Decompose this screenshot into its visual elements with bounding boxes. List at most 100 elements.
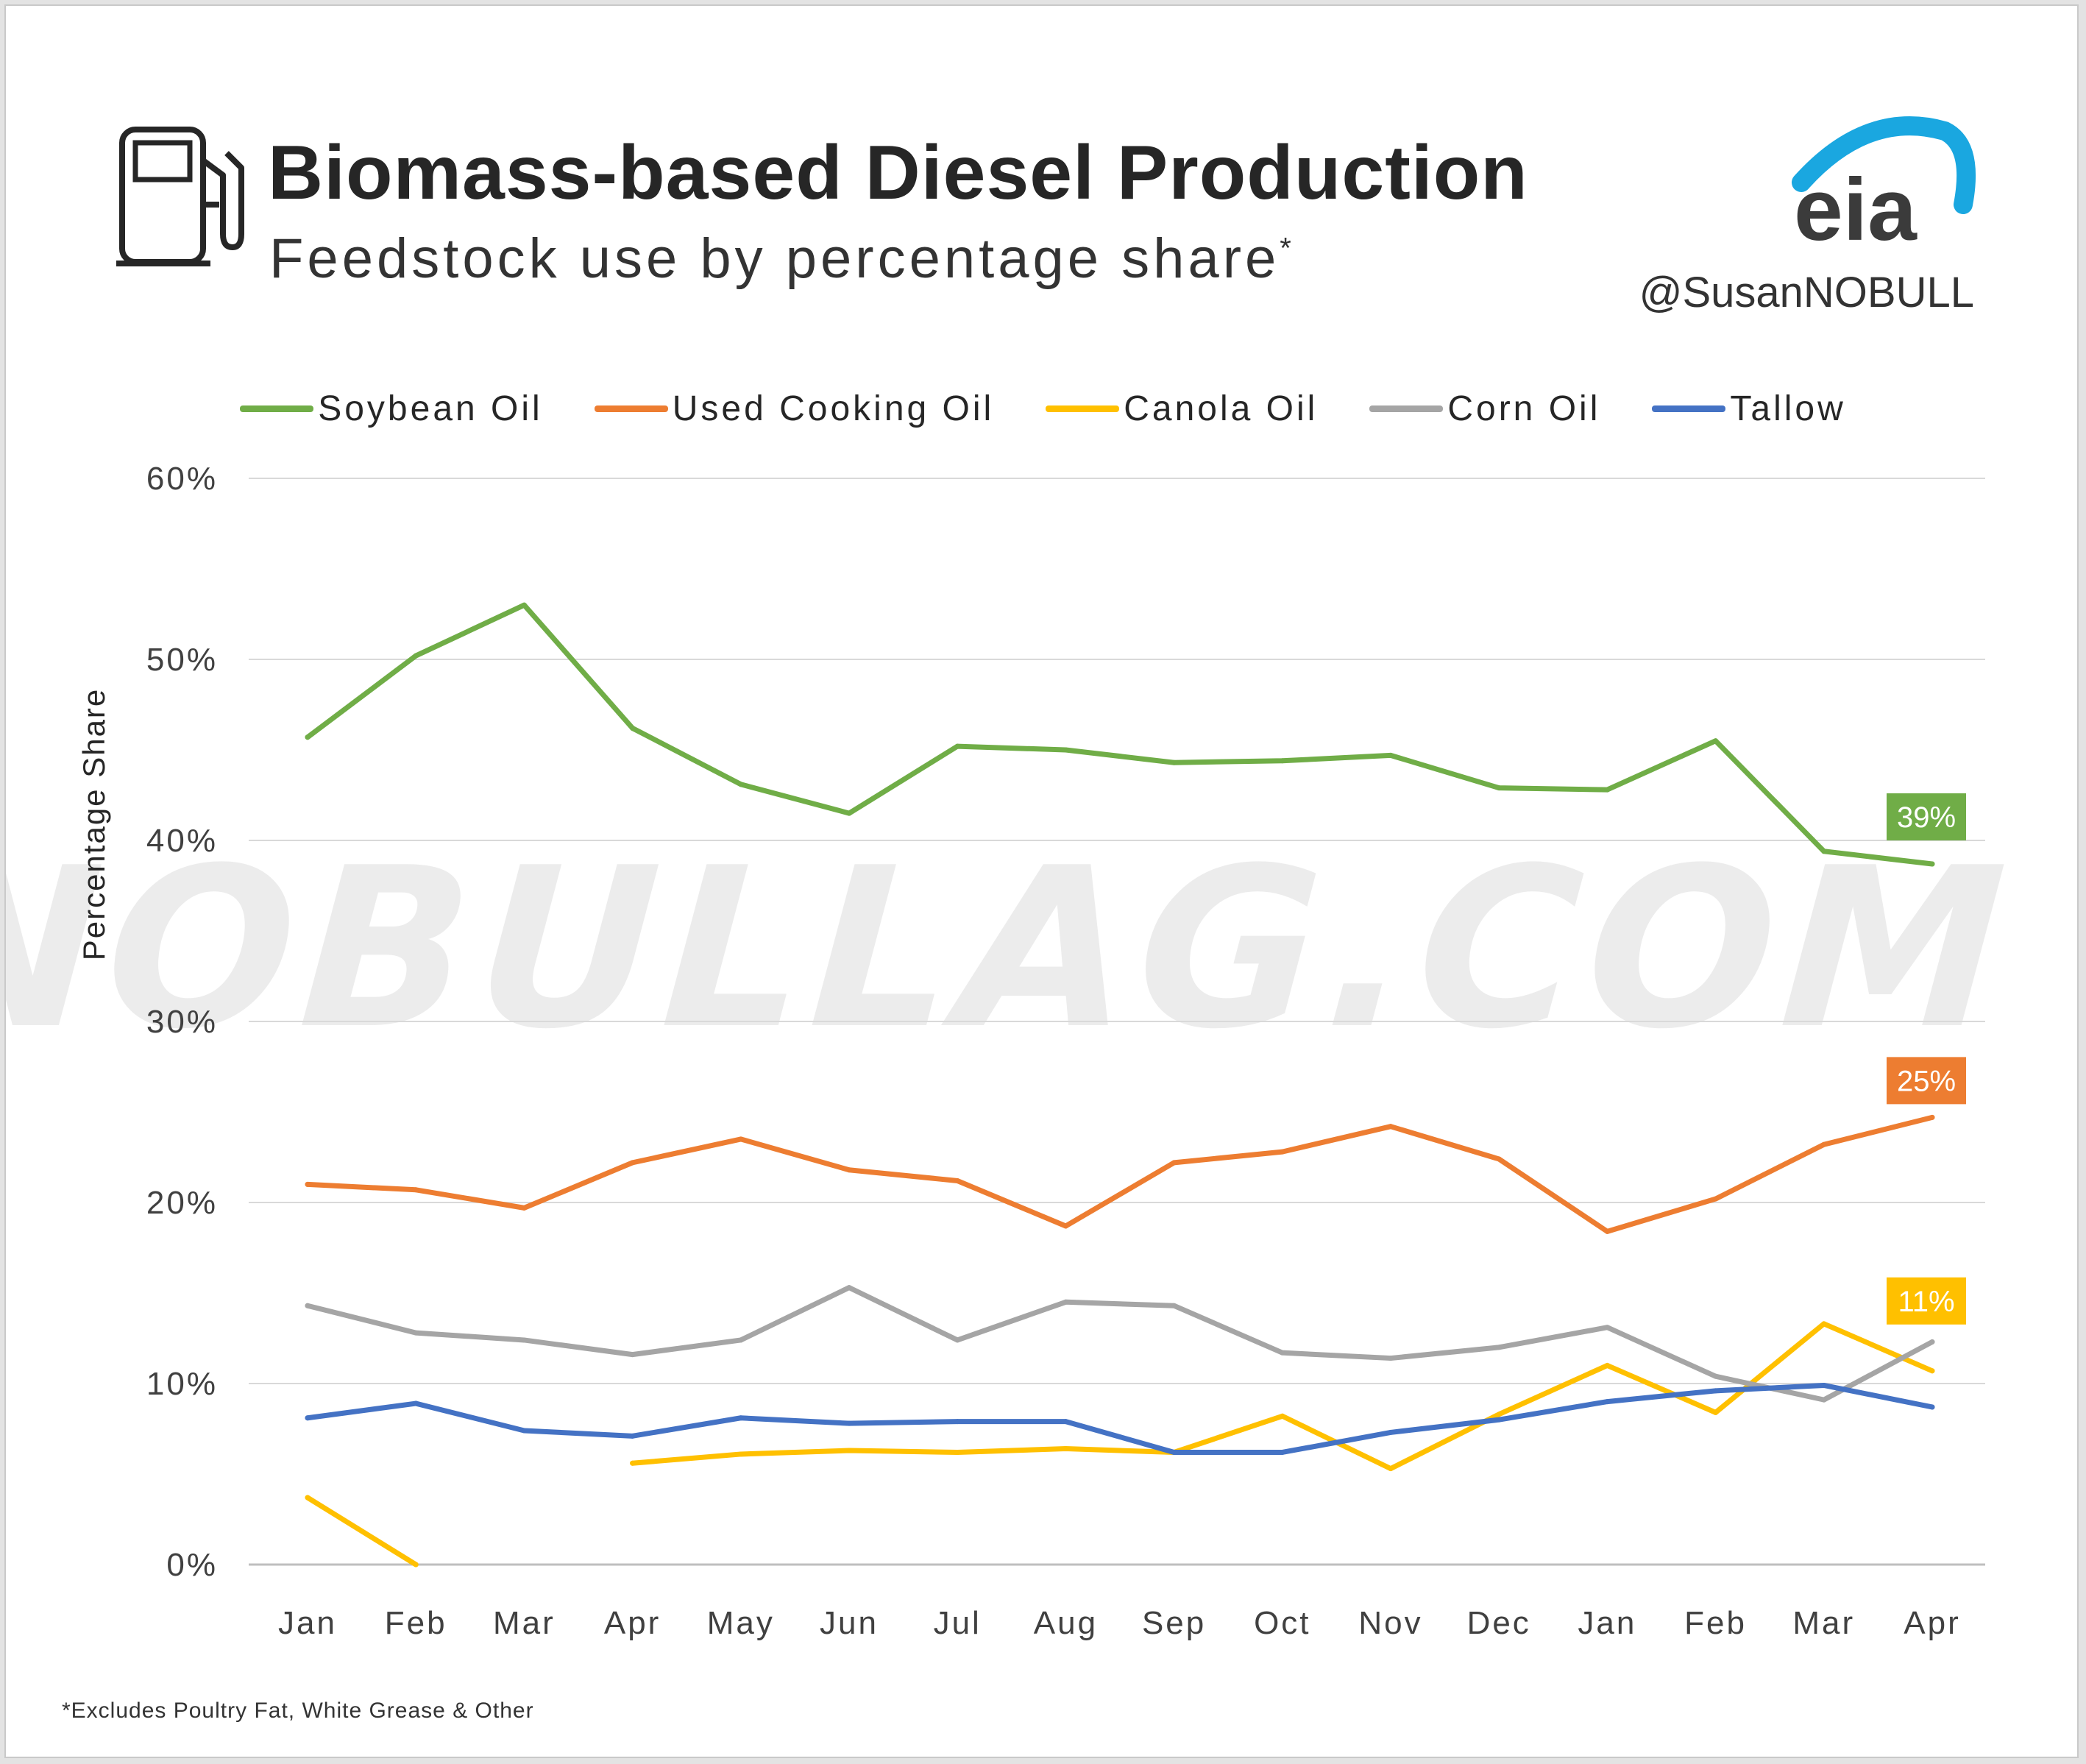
series-line-tallow	[305, 1382, 1935, 1455]
data-point	[1280, 1449, 1285, 1455]
data-point	[738, 782, 744, 787]
data-point	[1929, 1339, 1935, 1345]
y-tick-label: 40%	[146, 823, 218, 859]
end-labels: 39% 25% 11%	[1887, 793, 1966, 1325]
data-point	[1929, 1114, 1935, 1120]
x-axis-ticks: Jan Feb Mar Apr May Jun Jul Aug Sep Oct Nov Dec Jan F…	[278, 1605, 1960, 1641]
data-point	[1062, 1223, 1068, 1229]
eia-logo-text: eia	[1794, 160, 1918, 249]
data-point	[1604, 1228, 1610, 1234]
data-point	[1496, 1411, 1502, 1417]
data-point	[413, 653, 419, 659]
data-point	[413, 1187, 419, 1193]
y-axis-label: Percentage Share	[77, 688, 111, 961]
chart-card: Biomass-based Diesel Production Feedstoc…	[4, 4, 2079, 1758]
data-point	[630, 1160, 636, 1166]
data-point	[1496, 1417, 1502, 1423]
legend-label: Corn Oil	[1447, 389, 1601, 428]
data-point	[1929, 1368, 1935, 1374]
data-point	[1496, 1345, 1502, 1350]
eia-logo: eia	[1792, 116, 1976, 249]
legend-swatch	[1369, 405, 1444, 412]
legend-label: Canola Oil	[1124, 389, 1319, 428]
data-point	[954, 1177, 960, 1183]
legend-item: Canola Oil	[1046, 389, 1318, 429]
series-line-corn-oil	[305, 1285, 1935, 1403]
series-line-canola-oil	[630, 1321, 1935, 1472]
data-point	[1821, 849, 1827, 854]
data-point	[1171, 759, 1177, 765]
legend-item: Corn Oil	[1369, 389, 1600, 429]
x-tick-label: May	[707, 1605, 775, 1641]
data-point	[305, 734, 311, 740]
x-tick-label: Aug	[1034, 1605, 1098, 1641]
legend-swatch	[1652, 405, 1726, 412]
series-line-canola-oil	[305, 1495, 419, 1568]
end-label-badge	[1887, 793, 1966, 840]
data-point	[1821, 1321, 1827, 1327]
series-line-used-cooking-oil	[305, 1114, 1935, 1234]
data-point	[521, 1428, 527, 1434]
x-tick-label: Feb	[385, 1605, 447, 1641]
y-tick-label: 50%	[146, 642, 218, 678]
x-tick-label: Jan	[1578, 1605, 1636, 1641]
y-tick-label: 10%	[146, 1366, 218, 1402]
x-tick-label: Jul	[934, 1605, 982, 1641]
data-point	[1062, 1419, 1068, 1425]
data-point	[1388, 1356, 1394, 1361]
data-point	[846, 1448, 852, 1453]
data-point	[521, 1205, 527, 1211]
gridlines	[249, 478, 1985, 1566]
data-point	[305, 1415, 311, 1421]
legend-swatch	[1046, 405, 1120, 412]
end-label-badge	[1887, 1277, 1966, 1325]
data-point	[1280, 1350, 1285, 1356]
data-point	[1388, 1466, 1394, 1472]
end-label-text: 39%	[1897, 801, 1956, 834]
x-tick-label: Apr	[1904, 1605, 1960, 1641]
data-point	[305, 1495, 311, 1501]
data-point	[413, 1330, 419, 1336]
author-handle: @SusanNOBULL	[1639, 269, 1974, 316]
data-point	[1713, 1409, 1719, 1415]
chart-subtitle: Feedstock use by percentage share*	[269, 227, 1291, 290]
legend-label: Tallow	[1730, 389, 1846, 428]
data-point	[846, 1420, 852, 1426]
end-label-text: 11%	[1898, 1286, 1954, 1318]
data-point	[1604, 787, 1610, 793]
line-chart: NOBULLAG.COM 0% 10% 20% 30% 40% 50% 60% Jan Feb…	[6, 461, 2019, 1641]
data-point	[630, 1352, 636, 1358]
x-tick-label: Dec	[1467, 1605, 1531, 1641]
y-axis-ticks: 0% 10% 20% 30% 40% 50% 60%	[146, 461, 218, 1583]
data-point	[738, 1337, 744, 1343]
data-point	[1496, 1156, 1502, 1162]
data-point	[954, 743, 960, 749]
data-point	[738, 1415, 744, 1421]
data-point	[1280, 1413, 1285, 1419]
end-label-badge	[1887, 1057, 1966, 1105]
data-point	[846, 1285, 852, 1291]
data-point	[521, 1337, 527, 1343]
legend-item: Soybean Oil	[240, 389, 543, 429]
legend-swatch	[594, 405, 668, 412]
data-point	[1171, 1160, 1177, 1166]
x-tick-label: Feb	[1684, 1605, 1747, 1641]
x-tick-label: Sep	[1142, 1605, 1206, 1641]
data-point	[305, 1181, 311, 1187]
data-point	[413, 1562, 419, 1568]
x-tick-label: Jan	[278, 1605, 337, 1641]
x-tick-label: Mar	[1792, 1605, 1855, 1641]
data-point	[1062, 1299, 1068, 1305]
data-point	[630, 725, 636, 731]
data-point	[305, 1303, 311, 1308]
data-point	[1062, 747, 1068, 753]
x-tick-label: Oct	[1254, 1605, 1310, 1641]
data-point	[1496, 785, 1502, 791]
legend-item: Tallow	[1652, 389, 1845, 429]
footnote: *Excludes Poultry Fat, White Grease & Ot…	[62, 1699, 534, 1723]
data-point	[1713, 1373, 1719, 1379]
data-point	[1388, 1429, 1394, 1435]
data-point	[1604, 1399, 1610, 1405]
chart-legend: Soybean Oil Used Cooking Oil Canola Oil Cor…	[6, 389, 2080, 429]
data-point	[630, 1460, 636, 1466]
